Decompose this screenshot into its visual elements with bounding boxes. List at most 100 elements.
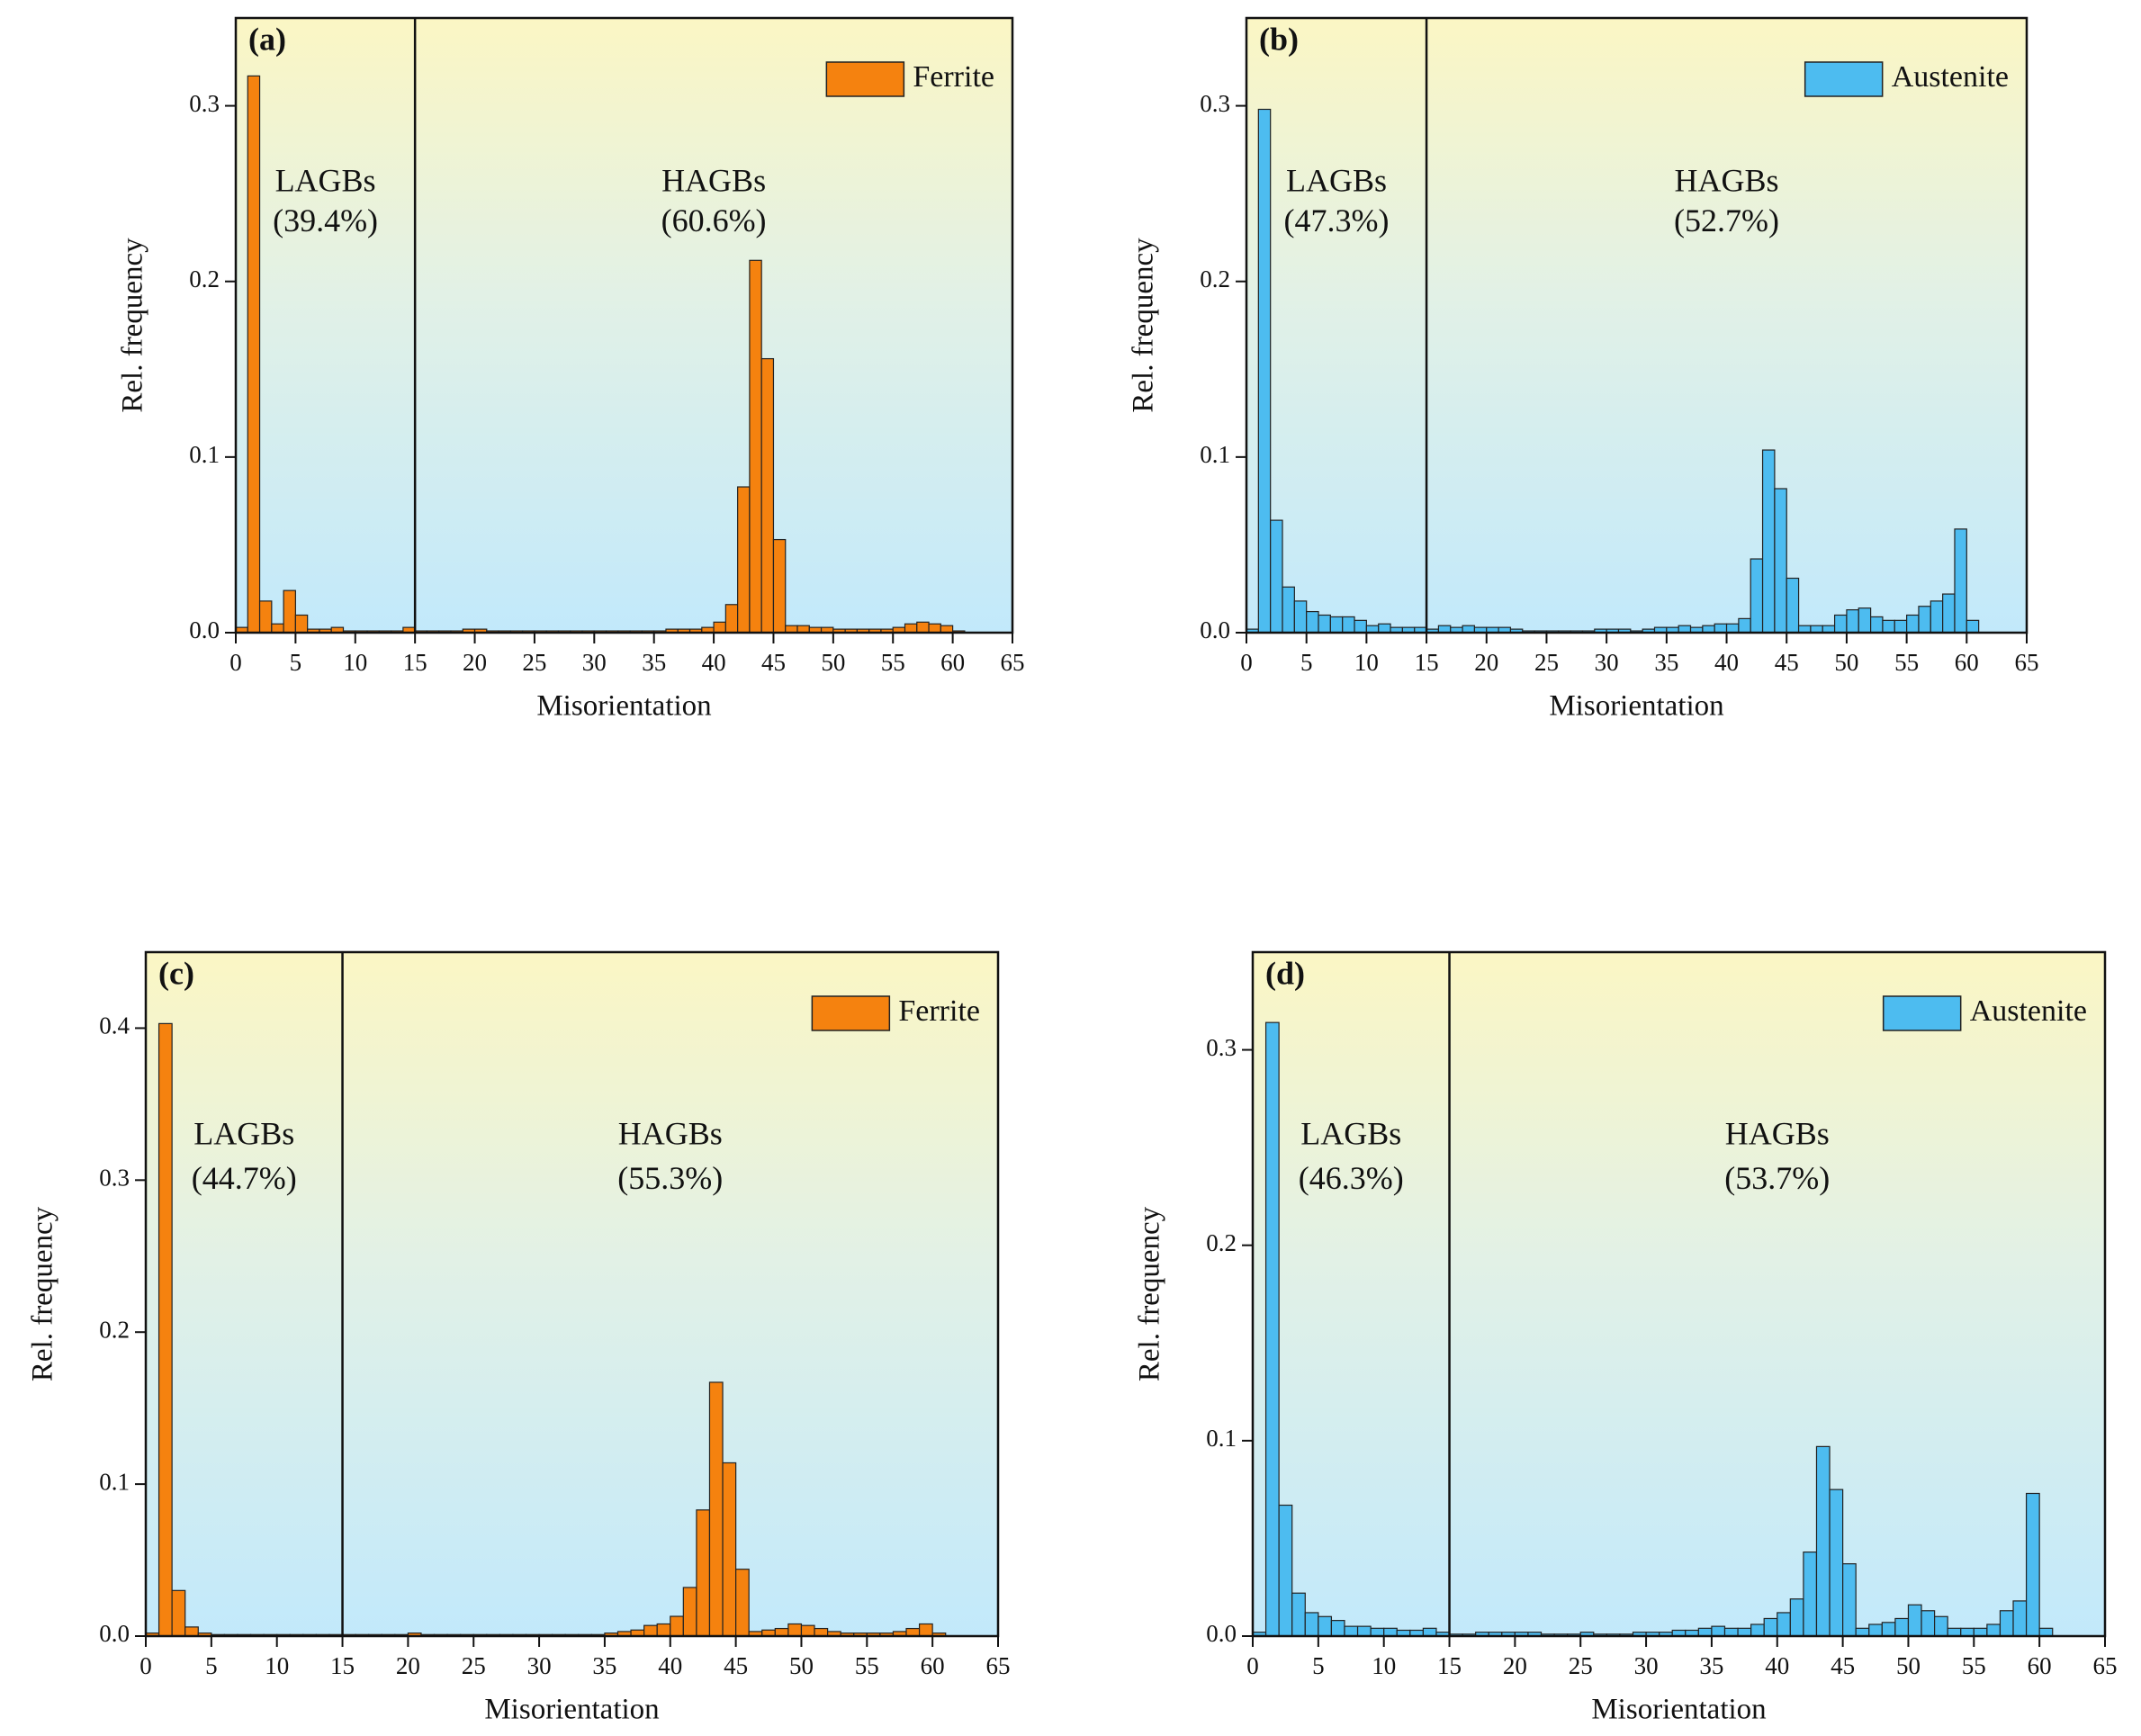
- bar: [1344, 1625, 1359, 1637]
- bar: [1422, 1627, 1437, 1637]
- y-tick-label: 0.1: [189, 441, 220, 468]
- bar: [1906, 614, 1920, 634]
- legend-label: Austenite: [1892, 60, 2009, 94]
- annotation: HAGBs: [618, 1115, 723, 1151]
- x-tick-label: 25: [1534, 649, 1559, 676]
- bar: [1697, 1627, 1713, 1637]
- plot-background: [1253, 952, 2105, 1636]
- panel: 0 5 10 15 20 25 30 35 40 45 50 55 60 65 0.0 0.1 0.2 0.3 Mi…: [1128, 16, 2039, 723]
- annotation: LAGBs: [275, 163, 376, 199]
- bar: [1356, 1625, 1372, 1637]
- x-tick-label: 5: [205, 1652, 218, 1679]
- legend-label: Ferrite: [913, 60, 994, 94]
- x-axis-label: Misorientation: [536, 690, 711, 723]
- y-tick-label: 0.0: [1206, 1620, 1237, 1647]
- x-tick-label: 65: [986, 1652, 1011, 1679]
- bar: [157, 1022, 173, 1637]
- x-tick-label: 45: [1775, 649, 1799, 676]
- y-tick-label: 0.2: [99, 1316, 130, 1343]
- bar: [670, 1615, 684, 1637]
- plot-frame: [144, 950, 1000, 1638]
- bar: [735, 1569, 750, 1637]
- plot-frame: [234, 16, 1014, 634]
- bar: [1803, 1552, 1818, 1637]
- y-tick-label: 0.3: [189, 90, 220, 117]
- bar: [1855, 1627, 1870, 1637]
- bar: [294, 614, 309, 634]
- bar: [1815, 1445, 1831, 1637]
- x-tick-label: 50: [789, 1652, 814, 1679]
- bar: [1725, 623, 1740, 634]
- x-tick-label: 0: [1240, 649, 1253, 676]
- x-tick-label: 35: [592, 1652, 616, 1679]
- bar: [656, 1623, 671, 1637]
- x-tick-label: 5: [290, 649, 302, 676]
- bar: [1737, 1627, 1752, 1637]
- x-tick-label: 25: [462, 1652, 486, 1679]
- y-tick-label: 0.1: [99, 1468, 130, 1495]
- annotation: HAGBs: [661, 163, 766, 199]
- bar: [271, 623, 284, 634]
- x-tick-label: 10: [265, 1652, 289, 1679]
- bar: [1833, 614, 1848, 634]
- legend-swatch: [825, 61, 905, 97]
- x-tick-label: 20: [396, 1652, 420, 1679]
- y-tick-label: 0.3: [1206, 1034, 1237, 1061]
- x-tick-label: 30: [1634, 1652, 1659, 1679]
- y-tick-label: 0.3: [1200, 90, 1230, 117]
- bar: [1986, 1624, 2002, 1637]
- x-axis-label: Misorientation: [1591, 1694, 1766, 1726]
- bar: [643, 1624, 658, 1637]
- bar: [1330, 1620, 1345, 1637]
- x-tick-label: 60: [2028, 1652, 2052, 1679]
- x-tick-label: 60: [921, 1652, 945, 1679]
- bar: [1378, 623, 1391, 634]
- annotation: (39.4%): [273, 202, 378, 238]
- bar: [774, 1627, 789, 1637]
- bar: [1846, 609, 1859, 634]
- x-tick-label: 25: [522, 649, 546, 676]
- panel-label: (b): [1259, 21, 1299, 57]
- y-axis-label: Rel. frequency: [1134, 1206, 1166, 1381]
- annotation: (44.7%): [192, 1160, 297, 1196]
- x-tick-label: 20: [1503, 1652, 1527, 1679]
- x-tick-label: 55: [881, 649, 905, 676]
- x-tick-label: 50: [1834, 649, 1858, 676]
- bar: [916, 621, 930, 634]
- x-tick-label: 15: [330, 1652, 355, 1679]
- bar: [1868, 1624, 1883, 1637]
- x-tick-label: 55: [1894, 649, 1919, 676]
- bar: [1750, 1624, 1765, 1637]
- plot-background: [236, 18, 1012, 633]
- bar: [1761, 449, 1776, 634]
- bar: [696, 1509, 711, 1637]
- annotation: (47.3%): [1284, 202, 1390, 238]
- panel: 0 5 10 15 20 25 30 35 40 45 50 55 60 65 0.0 0.1 0.2 0.3 Mi…: [117, 16, 1025, 723]
- bar: [1383, 1627, 1398, 1637]
- y-tick-label: 0.2: [1200, 265, 1230, 292]
- bar: [1318, 1615, 1333, 1637]
- bar: [1750, 558, 1764, 634]
- bar: [283, 589, 296, 634]
- bar: [1870, 616, 1884, 634]
- x-tick-label: 65: [1001, 649, 1025, 676]
- x-tick-label: 45: [761, 649, 786, 676]
- legend-swatch: [1882, 995, 1962, 1031]
- y-tick-label: 0.0: [189, 616, 220, 643]
- bar: [1999, 1610, 2014, 1637]
- bar: [2012, 1600, 2028, 1637]
- y-axis-label: Rel. frequency: [117, 238, 149, 413]
- plot-background: [146, 952, 998, 1636]
- bar: [1257, 108, 1272, 634]
- bar: [1858, 607, 1872, 634]
- x-tick-label: 25: [1569, 1652, 1593, 1679]
- bar: [1894, 1617, 1910, 1637]
- bar: [904, 623, 918, 634]
- bar: [1829, 1489, 1844, 1637]
- annotation: LAGBs: [1286, 163, 1387, 199]
- x-tick-label: 35: [1654, 649, 1678, 676]
- bar: [1954, 528, 1967, 634]
- bar: [1786, 577, 1800, 634]
- panel-label: (c): [158, 955, 194, 991]
- bar: [1930, 600, 1944, 634]
